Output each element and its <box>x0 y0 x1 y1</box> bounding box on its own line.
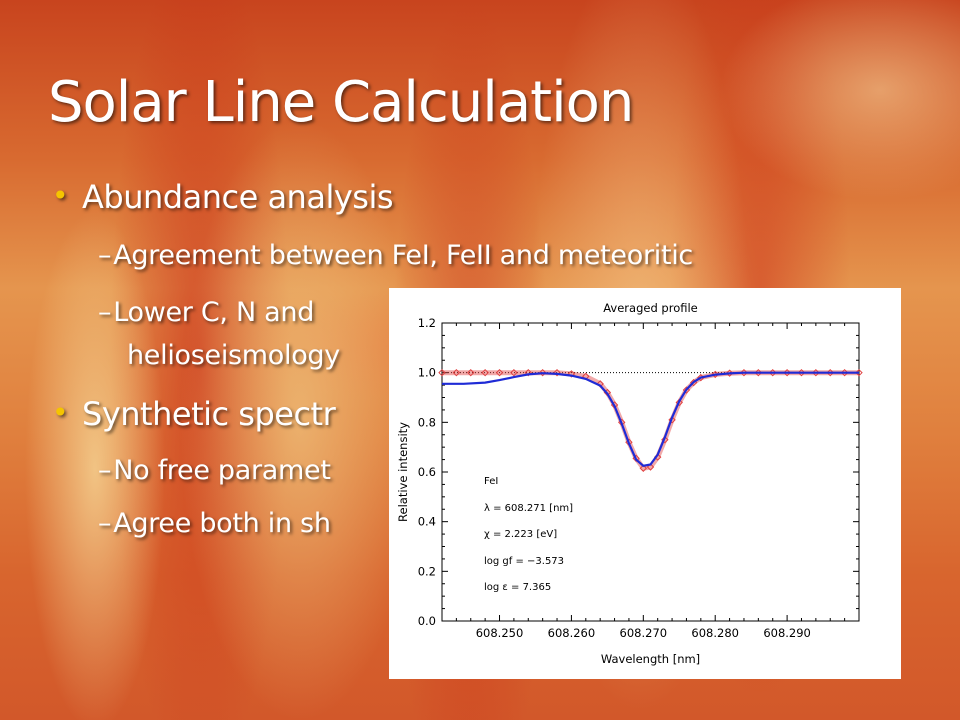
observed-point <box>639 464 648 472</box>
x-tick-label: 608.290 <box>763 626 811 640</box>
bullet-level2: –No free paramet <box>98 455 331 486</box>
y-tick-label: 0.6 <box>418 465 436 479</box>
bullet-level1: • Synthetic spectr <box>52 395 336 433</box>
bullet-text: Agreement between FeI, FeII and meteorit… <box>113 240 693 271</box>
dash-icon: – <box>98 455 112 486</box>
bullet-level2: –Agree both in sh <box>98 508 331 539</box>
observed-point <box>524 368 532 377</box>
y-tick-label: 1.2 <box>418 316 436 330</box>
bullet-level2: –Agreement between FeI, FeII and meteori… <box>98 240 693 271</box>
y-tick-label: 0.2 <box>418 564 436 578</box>
observed-point <box>675 398 683 407</box>
dash-icon: – <box>98 508 112 539</box>
bullet-dot-icon: • <box>52 179 69 212</box>
slide-title: Solar Line Calculation <box>48 70 634 135</box>
observed-point <box>711 370 719 379</box>
observed-point <box>661 436 669 444</box>
model-line <box>442 371 859 467</box>
observed-point <box>467 368 475 377</box>
averaged-profile-chart: Averaged profile Wavelength [nm] Relativ… <box>389 288 901 679</box>
chart-title: Averaged profile <box>603 301 698 315</box>
dash-icon: – <box>98 297 112 328</box>
plot-frame <box>441 322 860 622</box>
line-parameter-annotation: log ε = 7.365 <box>484 582 551 593</box>
observed-point <box>452 368 461 377</box>
observed-point <box>438 368 446 377</box>
x-tick-label: 608.250 <box>476 626 524 640</box>
y-axis-label: Relative intensity <box>396 422 410 522</box>
line-parameter-annotation: log gf = −3.573 <box>484 556 564 567</box>
y-tick-label: 0.4 <box>418 515 436 529</box>
y-tick-label: 0.8 <box>418 415 436 429</box>
bullet-text: Lower C, N and <box>113 297 315 328</box>
x-tick-label: 608.280 <box>691 626 739 640</box>
observed-point <box>495 368 504 377</box>
chart-svg: Averaged profile Wavelength [nm] Relativ… <box>396 301 863 666</box>
y-tick-label: 1.0 <box>418 366 436 380</box>
observed-band <box>442 370 859 472</box>
observed-point <box>510 368 518 377</box>
dash-icon: – <box>98 240 112 271</box>
observed-point <box>553 368 561 377</box>
observed-point <box>481 368 489 377</box>
observed-point <box>725 369 734 377</box>
x-tick-label: 608.270 <box>620 626 668 640</box>
bullet-text: Abundance analysis <box>82 178 393 216</box>
bullet-text: No free paramet <box>113 455 331 486</box>
observed-point <box>538 368 547 377</box>
line-parameter-annotation: FeI <box>484 476 498 487</box>
bullet-level1: • Abundance analysis <box>52 178 393 216</box>
observed-point <box>646 463 655 471</box>
bullet-dot-icon: • <box>52 396 69 429</box>
bullet-text: Synthetic spectr <box>82 395 336 433</box>
y-tick-label: 0.0 <box>418 614 436 628</box>
bullet-text: Agree both in sh <box>113 508 331 539</box>
x-axis-label: Wavelength [nm] <box>601 652 700 666</box>
observed-point <box>567 370 576 378</box>
x-tick-label: 608.260 <box>548 626 596 640</box>
bullet-continuation: helioseismology <box>127 340 340 371</box>
line-parameter-annotation: χ = 2.223 [eV] <box>484 529 557 540</box>
bullet-level2: –Lower C, N and <box>98 297 314 328</box>
observed-point <box>668 416 676 424</box>
line-parameter-annotation: λ = 608.271 [nm] <box>484 503 573 514</box>
